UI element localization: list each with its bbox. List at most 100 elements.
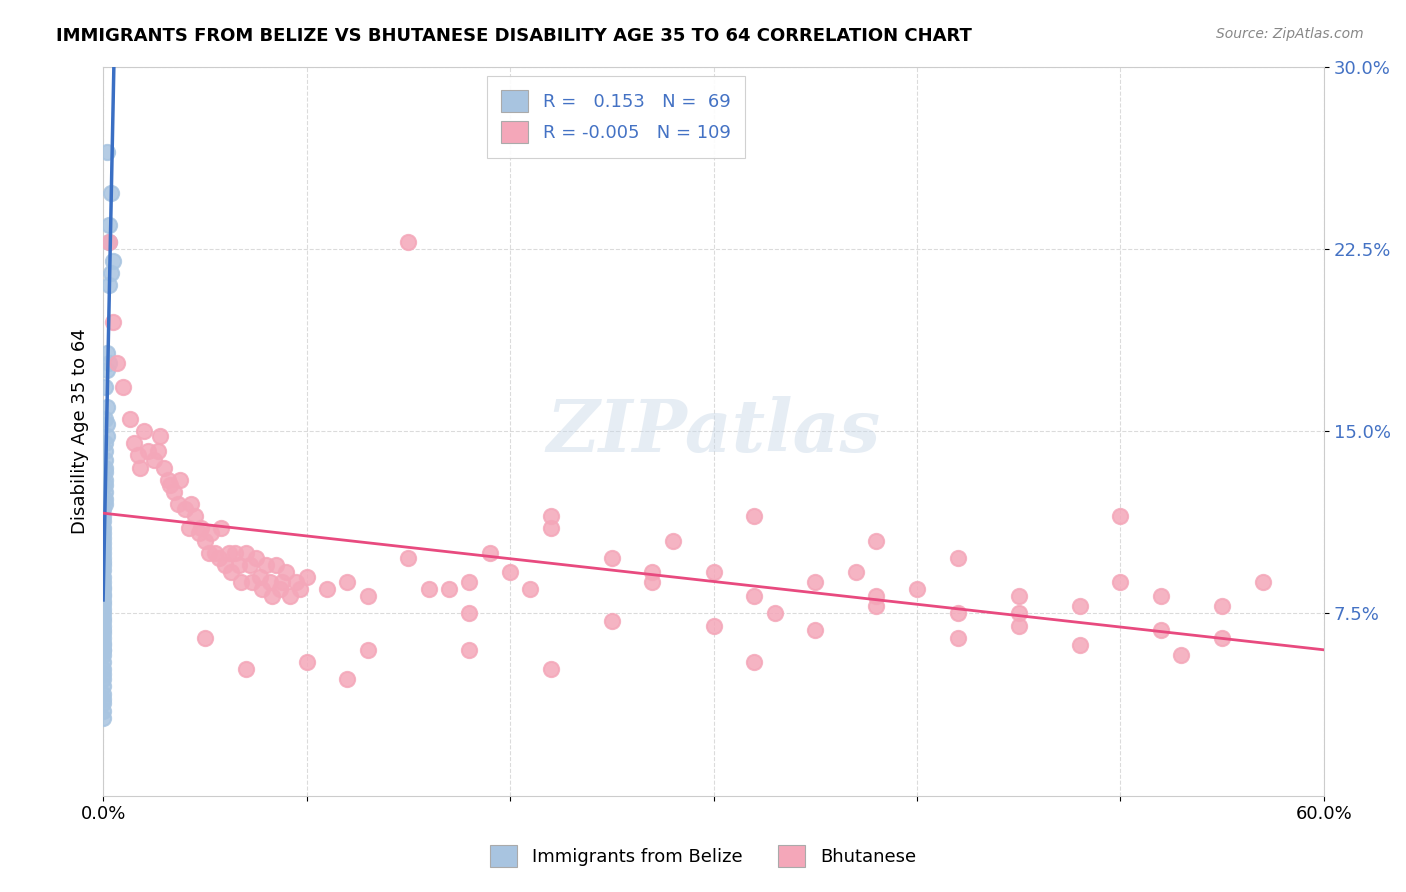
Point <box>1211 599 1233 614</box>
Point <box>91 607 114 621</box>
Point <box>865 599 887 614</box>
Point <box>143 453 166 467</box>
Point <box>742 655 765 669</box>
Point <box>91 638 114 652</box>
Point <box>94 477 117 491</box>
Point <box>91 672 114 686</box>
Point <box>396 550 419 565</box>
Legend: R =   0.153   N =  69, R = -0.005   N = 109: R = 0.153 N = 69, R = -0.005 N = 109 <box>486 76 745 158</box>
Point <box>540 521 562 535</box>
Point <box>437 582 460 596</box>
Point <box>96 363 118 377</box>
Point <box>865 533 887 548</box>
Point <box>91 626 114 640</box>
Point <box>128 460 150 475</box>
Point <box>103 254 125 268</box>
Point <box>132 424 155 438</box>
Point <box>295 570 318 584</box>
Point <box>96 400 118 414</box>
Point <box>100 266 122 280</box>
Point <box>91 648 114 662</box>
Point <box>91 514 114 528</box>
Point <box>91 662 114 676</box>
Point <box>96 346 118 360</box>
Point <box>702 618 724 632</box>
Point <box>1008 618 1031 632</box>
Point <box>91 611 114 625</box>
Point <box>662 533 685 548</box>
Point <box>194 533 217 548</box>
Point <box>250 582 273 596</box>
Point <box>285 574 308 589</box>
Point <box>91 614 114 628</box>
Point <box>91 536 114 550</box>
Point <box>91 546 114 560</box>
Point <box>209 521 232 535</box>
Point <box>112 380 135 394</box>
Point <box>946 631 969 645</box>
Point <box>278 590 301 604</box>
Point <box>98 278 121 293</box>
Point <box>1008 607 1031 621</box>
Point <box>221 565 243 579</box>
Point <box>194 631 217 645</box>
Point <box>91 550 114 565</box>
Point <box>157 473 180 487</box>
Point <box>91 570 114 584</box>
Point <box>91 574 114 589</box>
Point <box>946 607 969 621</box>
Point <box>600 550 623 565</box>
Point <box>91 687 114 701</box>
Point <box>458 607 481 621</box>
Point <box>290 582 312 596</box>
Point <box>91 655 114 669</box>
Point <box>173 502 195 516</box>
Point <box>249 570 271 584</box>
Point <box>91 643 114 657</box>
Point <box>231 574 253 589</box>
Point <box>94 453 117 467</box>
Point <box>336 672 359 686</box>
Point <box>91 556 114 570</box>
Point <box>183 509 205 524</box>
Point <box>177 521 200 535</box>
Point <box>91 624 114 638</box>
Point <box>98 235 121 249</box>
Point <box>91 502 114 516</box>
Point <box>94 412 117 426</box>
Point <box>94 485 117 500</box>
Point <box>478 546 501 560</box>
Point <box>540 509 562 524</box>
Point <box>127 449 149 463</box>
Point <box>91 635 114 649</box>
Point <box>245 550 267 565</box>
Point <box>91 643 114 657</box>
Point <box>1211 631 1233 645</box>
Point <box>259 574 281 589</box>
Point <box>260 590 283 604</box>
Point <box>239 558 262 572</box>
Point <box>94 443 117 458</box>
Text: IMMIGRANTS FROM BELIZE VS BHUTANESE DISABILITY AGE 35 TO 64 CORRELATION CHART: IMMIGRANTS FROM BELIZE VS BHUTANESE DISA… <box>56 27 972 45</box>
Point <box>105 356 128 370</box>
Point <box>91 667 114 681</box>
Point <box>264 558 287 572</box>
Point <box>91 618 114 632</box>
Point <box>149 429 172 443</box>
Point <box>180 497 202 511</box>
Point <box>1069 638 1091 652</box>
Point <box>190 521 212 535</box>
Point <box>1008 590 1031 604</box>
Point <box>169 473 191 487</box>
Point <box>1170 648 1192 662</box>
Point <box>1150 590 1173 604</box>
Point <box>94 466 117 480</box>
Point <box>204 546 226 560</box>
Point <box>91 697 114 711</box>
Point <box>208 550 231 565</box>
Point <box>136 443 159 458</box>
Point <box>641 565 664 579</box>
Point <box>91 679 114 693</box>
Text: Source: ZipAtlas.com: Source: ZipAtlas.com <box>1216 27 1364 41</box>
Point <box>742 590 765 604</box>
